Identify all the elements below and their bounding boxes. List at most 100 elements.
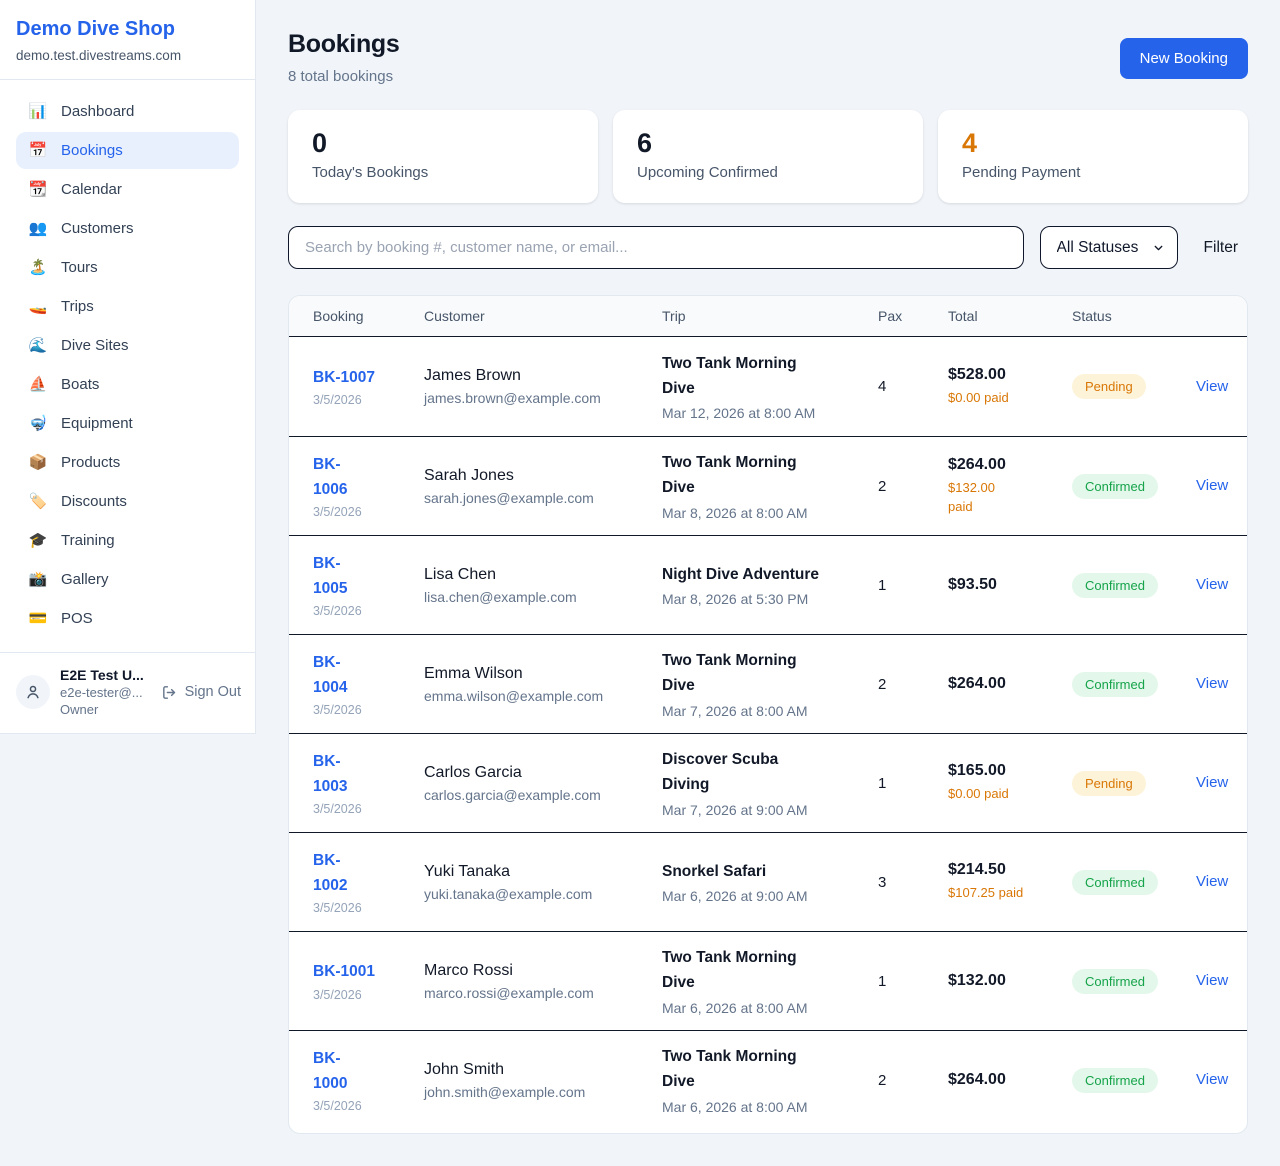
trip-cell: Night Dive Adventure Mar 8, 2026 at 5:30…: [638, 563, 854, 608]
stat-value: 6: [637, 128, 653, 158]
booking-id-link[interactable]: BK- 1003: [313, 753, 348, 795]
sidebar-item-discounts[interactable]: 🏷️ Discounts: [16, 483, 239, 520]
booking-id-link[interactable]: BK- 1005: [313, 555, 348, 597]
booking-id-link[interactable]: BK-1001: [313, 963, 376, 981]
trip-datetime: Mar 12, 2026 at 8:00 AM: [662, 405, 816, 422]
sidebar-nav: 📊 Dashboard 📅 Bookings 📆 Calendar 👥 Cust…: [0, 80, 255, 652]
booking-cell: BK- 1005 3/5/2026: [289, 552, 400, 617]
paid-amount: $0.00 paid: [948, 389, 1009, 405]
trip-cell: Two Tank Morning Dive Mar 6, 2026 at 8:0…: [638, 1045, 854, 1115]
view-link[interactable]: View: [1196, 576, 1229, 593]
search-input[interactable]: [288, 226, 1024, 269]
stat-label: Pending Payment: [962, 164, 1081, 181]
sidebar-item-products[interactable]: 📦 Products: [16, 444, 239, 481]
stat-card: 4 Pending Payment: [938, 110, 1248, 203]
table-body: BK-1007 3/5/2026 James Brown james.brown…: [289, 337, 1247, 1129]
total-cell: $528.00 $0.00 paid: [924, 366, 1048, 408]
table-row: BK-1007 3/5/2026 James Brown james.brown…: [289, 337, 1247, 436]
status-cell: Confirmed: [1048, 671, 1172, 697]
trip-datetime: Mar 6, 2026 at 8:00 AM: [662, 999, 808, 1016]
customer-name: Carlos Garcia: [424, 763, 522, 781]
camera-icon: 📸: [28, 571, 48, 588]
sidebar-item-boats[interactable]: ⛵ Boats: [16, 366, 239, 403]
filter-row: All Statuses Filter: [288, 226, 1248, 269]
actions-cell: View: [1172, 972, 1247, 990]
view-link[interactable]: View: [1196, 1071, 1229, 1088]
trip-cell: Snorkel Safari Mar 6, 2026 at 9:00 AM: [638, 860, 854, 905]
pax-value: 1: [878, 972, 887, 990]
booking-id-link[interactable]: BK- 1006: [313, 456, 348, 498]
view-link[interactable]: View: [1196, 377, 1229, 395]
total-cell: $93.50: [924, 576, 1048, 594]
wave-icon: 🌊: [28, 337, 48, 354]
pax-value: 4: [878, 378, 887, 395]
booking-id-link[interactable]: BK- 1004: [313, 654, 348, 696]
booking-cell: BK-1007 3/5/2026: [289, 366, 400, 407]
status-cell: Confirmed: [1048, 968, 1172, 994]
sign-out-button[interactable]: Sign Out: [161, 684, 241, 701]
brand-name: Demo Dive Shop: [16, 18, 175, 40]
sidebar-item-customers[interactable]: 👥 Customers: [16, 210, 239, 247]
filter-button[interactable]: Filter: [1194, 239, 1248, 257]
view-link[interactable]: View: [1196, 774, 1229, 791]
total-cell: $264.00: [924, 1071, 1048, 1089]
status-badge: Confirmed: [1072, 473, 1158, 499]
sidebar-item-label: Boats: [61, 376, 100, 393]
trip-name: Two Tank Morning Dive: [662, 652, 797, 694]
paid-amount: $132.00 paid: [948, 479, 995, 515]
user-info: E2E Test U... e2e-tester@... Owner: [60, 667, 151, 717]
paid-amount: $107.25 paid: [948, 885, 1024, 901]
sidebar-item-label: Products: [61, 454, 121, 471]
new-booking-button[interactable]: New Booking: [1119, 38, 1248, 79]
view-link[interactable]: View: [1196, 972, 1229, 989]
sidebar-item-bookings[interactable]: 📅 Bookings: [16, 132, 239, 169]
sign-out-label: Sign Out: [184, 684, 241, 700]
trip-datetime: Mar 7, 2026 at 8:00 AM: [662, 702, 808, 719]
customer-email: emma.wilson@example.com: [424, 687, 604, 704]
customer-cell: James Brown james.brown@example.com: [400, 367, 638, 406]
trip-datetime: Mar 6, 2026 at 9:00 AM: [662, 888, 808, 905]
customer-name: Marco Rossi: [424, 961, 513, 979]
trip-name: Two Tank Morning Dive: [662, 454, 797, 496]
sidebar-item-tours[interactable]: 🏝️ Tours: [16, 249, 239, 286]
sidebar-item-dive-sites[interactable]: 🌊 Dive Sites: [16, 327, 239, 364]
sidebar-item-training[interactable]: 🎓 Training: [16, 522, 239, 559]
sidebar-item-gallery[interactable]: 📸 Gallery: [16, 561, 239, 598]
sidebar-item-calendar[interactable]: 📆 Calendar: [16, 171, 239, 208]
sidebar-item-label: Trips: [61, 298, 94, 315]
stat-label: Today's Bookings: [312, 164, 429, 181]
sidebar-item-trips[interactable]: 🚤 Trips: [16, 288, 239, 325]
person-icon: [27, 685, 39, 699]
view-link[interactable]: View: [1196, 873, 1229, 890]
booking-id-link[interactable]: BK-1007: [313, 368, 376, 386]
table-row: BK- 1003 3/5/2026 Carlos Garcia carlos.g…: [289, 733, 1247, 832]
customer-email: sarah.jones@example.com: [424, 489, 594, 506]
table-row: BK- 1002 3/5/2026 Yuki Tanaka yuki.tanak…: [289, 832, 1247, 931]
booking-cell: BK- 1003 3/5/2026: [289, 750, 400, 815]
view-link[interactable]: View: [1196, 477, 1229, 494]
customer-cell: Yuki Tanaka yuki.tanaka@example.com: [400, 863, 638, 902]
package-icon: 📦: [28, 454, 48, 471]
brand-domain: demo.test.divestreams.com: [16, 48, 182, 63]
customer-cell: Sarah Jones sarah.jones@example.com: [400, 467, 638, 506]
booking-id-link[interactable]: BK- 1000: [313, 1050, 348, 1092]
tear-off-calendar-icon: 📆: [28, 181, 48, 198]
booking-date: 3/5/2026: [313, 504, 362, 519]
customer-name: James Brown: [424, 367, 521, 384]
booking-cell: BK- 1002 3/5/2026: [289, 849, 400, 914]
column-header-booking: Booking: [313, 308, 364, 324]
booking-date: 3/5/2026: [313, 900, 362, 915]
sidebar-item-pos[interactable]: 💳 POS: [16, 600, 239, 637]
user-name: E2E Test U...: [60, 667, 144, 683]
trip-datetime: Mar 7, 2026 at 9:00 AM: [662, 801, 808, 818]
actions-cell: View: [1172, 576, 1247, 594]
status-select[interactable]: All Statuses: [1039, 226, 1178, 269]
sidebar-item-equipment[interactable]: 🤿 Equipment: [16, 405, 239, 442]
sidebar: Demo Dive Shop demo.test.divestreams.com…: [0, 0, 256, 734]
view-link[interactable]: View: [1196, 675, 1229, 692]
table-row: BK- 1005 3/5/2026 Lisa Chen lisa.chen@ex…: [289, 535, 1247, 634]
sidebar-item-dashboard[interactable]: 📊 Dashboard: [16, 93, 239, 130]
calendar-icon: 📅: [28, 142, 48, 159]
booking-id-link[interactable]: BK- 1002: [313, 852, 348, 894]
